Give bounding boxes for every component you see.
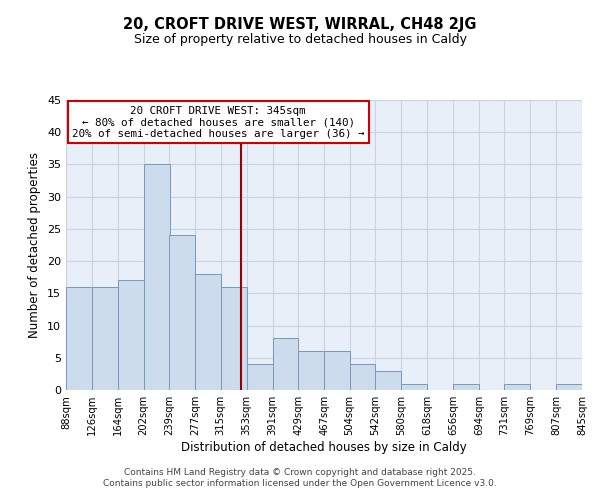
Bar <box>298 352 325 390</box>
Text: 20, CROFT DRIVE WEST, WIRRAL, CH48 2JG: 20, CROFT DRIVE WEST, WIRRAL, CH48 2JG <box>123 18 477 32</box>
Bar <box>92 287 118 390</box>
Bar <box>169 236 195 390</box>
Bar <box>144 164 170 390</box>
Bar <box>376 370 401 390</box>
X-axis label: Distribution of detached houses by size in Caldy: Distribution of detached houses by size … <box>181 441 467 454</box>
Bar <box>221 287 247 390</box>
Text: Contains HM Land Registry data © Crown copyright and database right 2025.
Contai: Contains HM Land Registry data © Crown c… <box>103 468 497 487</box>
Bar <box>118 280 144 390</box>
Text: Size of property relative to detached houses in Caldy: Size of property relative to detached ho… <box>133 32 467 46</box>
Bar <box>247 364 272 390</box>
Bar <box>453 384 479 390</box>
Bar <box>556 384 582 390</box>
Bar <box>401 384 427 390</box>
Bar <box>504 384 530 390</box>
Text: 20 CROFT DRIVE WEST: 345sqm
← 80% of detached houses are smaller (140)
20% of se: 20 CROFT DRIVE WEST: 345sqm ← 80% of det… <box>72 106 364 139</box>
Bar <box>66 287 92 390</box>
Y-axis label: Number of detached properties: Number of detached properties <box>28 152 41 338</box>
Bar <box>350 364 376 390</box>
Bar <box>272 338 298 390</box>
Bar <box>195 274 221 390</box>
Bar <box>325 352 350 390</box>
